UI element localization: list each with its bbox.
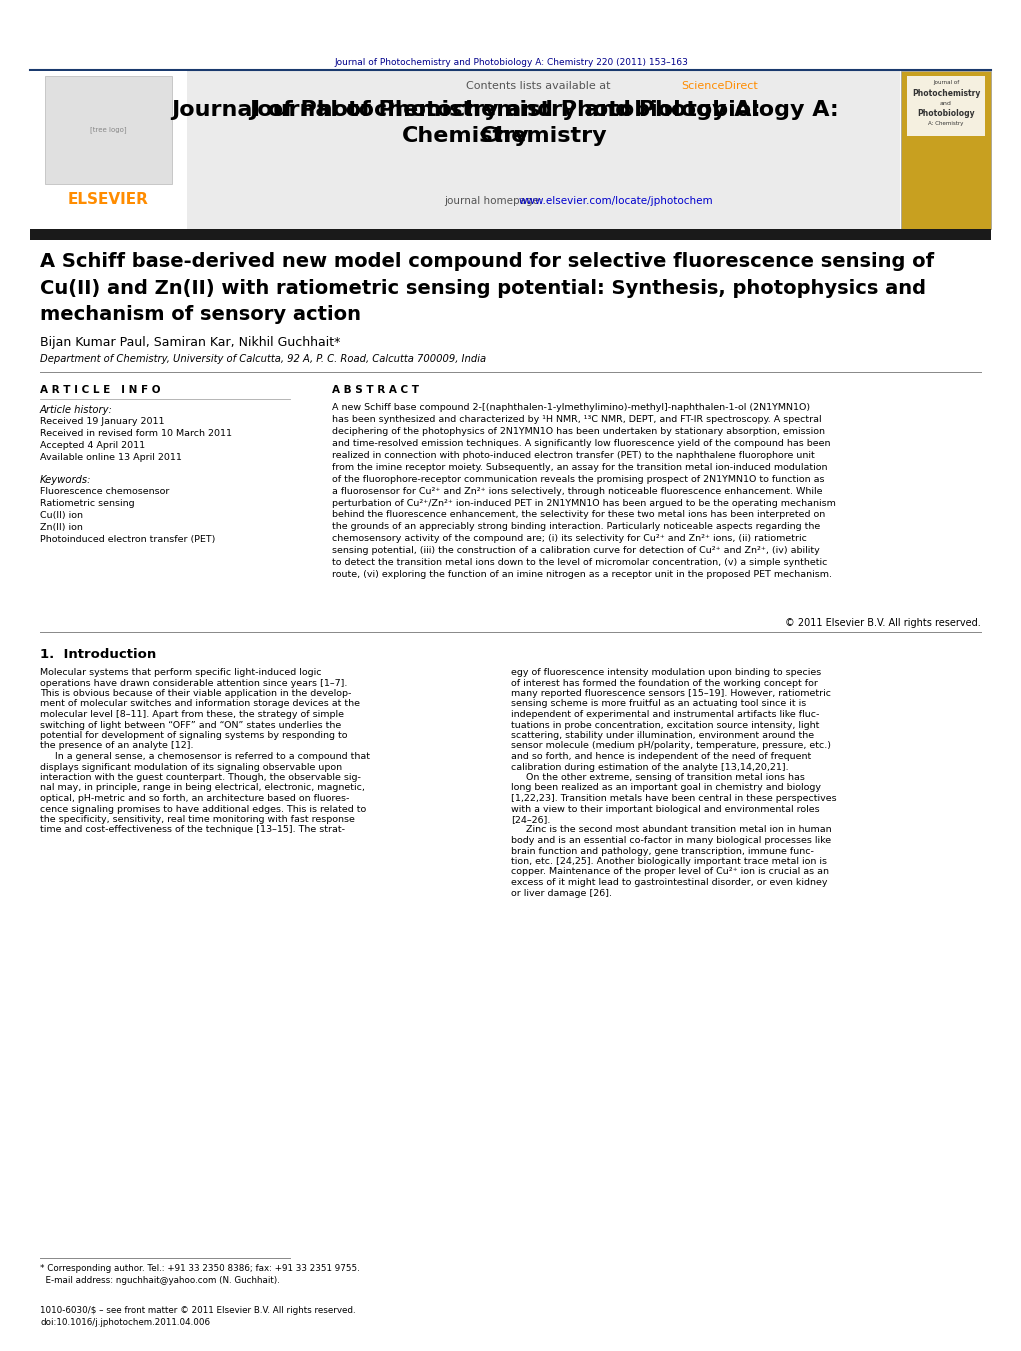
Text: molecular level [8–11]. Apart from these, the strategy of simple: molecular level [8–11]. Apart from these… [40,711,344,719]
Text: Available online 13 April 2011: Available online 13 April 2011 [40,453,182,462]
Text: or liver damage [26].: or liver damage [26]. [510,889,612,897]
Text: Journal of: Journal of [933,80,959,85]
Bar [901,72,991,230]
Text: Contents lists available at: Contents lists available at [466,81,614,91]
Text: Cu(II) ion: Cu(II) ion [40,511,83,520]
Text: Journal of Photochemistry and Photobiology A:
Chemistry: Journal of Photochemistry and Photobiolo… [249,100,839,146]
Text: sensor molecule (medium pH/polarity, temperature, pressure, etc.): sensor molecule (medium pH/polarity, tem… [510,742,831,751]
Text: and so forth, and hence is independent of the need of frequent: and so forth, and hence is independent o… [510,753,812,761]
Text: A Schiff base-derived new model compound for selective fluorescence sensing of
C: A Schiff base-derived new model compound… [40,253,934,324]
Bar [30,72,900,230]
Text: Photobiology: Photobiology [917,109,975,118]
Text: Photochemistry: Photochemistry [912,89,980,99]
Text: copper. Maintenance of the proper level of Cu²⁺ ion is crucial as an: copper. Maintenance of the proper level … [510,867,829,877]
Text: Zinc is the second most abundant transition metal ion in human: Zinc is the second most abundant transit… [510,825,832,835]
Text: Accepted 4 April 2011: Accepted 4 April 2011 [40,440,145,450]
Text: Received in revised form 10 March 2011: Received in revised form 10 March 2011 [40,430,232,438]
Text: [tree logo]: [tree logo] [90,127,127,134]
Text: Department of Chemistry, University of Calcutta, 92 A, P. C. Road, Calcutta 7000: Department of Chemistry, University of C… [40,354,486,363]
Bar [30,230,991,240]
Text: displays significant modulation of its signaling observable upon: displays significant modulation of its s… [40,762,342,771]
Text: * Corresponding author. Tel.: +91 33 2350 8386; fax: +91 33 2351 9755.: * Corresponding author. Tel.: +91 33 235… [40,1265,359,1273]
Text: This is obvious because of their viable application in the develop-: This is obvious because of their viable … [40,689,351,698]
Text: tuations in probe concentration, excitation source intensity, light: tuations in probe concentration, excitat… [510,720,820,730]
Text: [24–26].: [24–26]. [510,815,550,824]
Bar [30,72,187,230]
Text: tion, etc. [24,25]. Another biologically important trace metal ion is: tion, etc. [24,25]. Another biologically… [510,857,827,866]
Text: egy of fluorescence intensity modulation upon binding to species: egy of fluorescence intensity modulation… [510,667,821,677]
Text: On the other extreme, sensing of transition metal ions has: On the other extreme, sensing of transit… [510,773,805,782]
Text: ment of molecular switches and information storage devices at the: ment of molecular switches and informati… [40,700,360,708]
Text: many reported fluorescence sensors [15–19]. However, ratiometric: many reported fluorescence sensors [15–1… [510,689,831,698]
Text: nal may, in principle, range in being electrical, electronic, magnetic,: nal may, in principle, range in being el… [40,784,364,793]
Text: ScienceDirect: ScienceDirect [681,81,758,91]
Text: Bijan Kumar Paul, Samiran Kar, Nikhil Guchhait*: Bijan Kumar Paul, Samiran Kar, Nikhil Gu… [40,336,340,349]
Text: excess of it might lead to gastrointestinal disorder, or even kidney: excess of it might lead to gastrointesti… [510,878,827,888]
Text: independent of experimental and instrumental artifacts like fluc-: independent of experimental and instrume… [510,711,820,719]
Text: ELSEVIER: ELSEVIER [67,192,148,207]
Text: 1.  Introduction: 1. Introduction [40,648,156,661]
Text: A new Schiff base compound 2-[(naphthalen-1-ylmethylimino)-methyl]-naphthalen-1-: A new Schiff base compound 2-[(naphthale… [332,403,836,580]
Text: Photoinduced electron transfer (PET): Photoinduced electron transfer (PET) [40,535,215,544]
Text: and: and [940,101,952,105]
Text: Article history:: Article history: [40,405,113,415]
Text: with a view to their important biological and environmental roles: with a view to their important biologica… [510,804,820,813]
Text: journal homepage:: journal homepage: [444,196,546,205]
Text: doi:10.1016/j.jphotochem.2011.04.006: doi:10.1016/j.jphotochem.2011.04.006 [40,1319,210,1327]
Text: Received 19 January 2011: Received 19 January 2011 [40,417,164,426]
Text: E-mail address: nguchhait@yahoo.com (N. Guchhait).: E-mail address: nguchhait@yahoo.com (N. … [40,1275,280,1285]
Text: long been realized as an important goal in chemistry and biology: long been realized as an important goal … [510,784,821,793]
Bar [907,76,985,136]
Text: Molecular systems that perform specific light-induced logic: Molecular systems that perform specific … [40,667,322,677]
Text: the specificity, sensitivity, real time monitoring with fast response: the specificity, sensitivity, real time … [40,815,355,824]
Text: body and is an essential co-factor in many biological processes like: body and is an essential co-factor in ma… [510,836,831,844]
Text: operations have drawn considerable attention since years [1–7].: operations have drawn considerable atten… [40,678,347,688]
Text: A B S T R A C T: A B S T R A C T [332,385,419,394]
Text: Zn(II) ion: Zn(II) ion [40,523,83,532]
Text: A: Chemistry: A: Chemistry [928,122,964,126]
Text: Journal of Photochemistry and Photobiology A:
Chemistry: Journal of Photochemistry and Photobiolo… [172,100,761,146]
Text: www.elsevier.com/locate/jphotochem: www.elsevier.com/locate/jphotochem [519,196,714,205]
Text: A R T I C L E   I N F O: A R T I C L E I N F O [40,385,160,394]
Text: switching of light between “OFF” and “ON” states underlies the: switching of light between “OFF” and “ON… [40,720,341,730]
Text: © 2011 Elsevier B.V. All rights reserved.: © 2011 Elsevier B.V. All rights reserved… [785,617,981,628]
Text: brain function and pathology, gene transcription, immune func-: brain function and pathology, gene trans… [510,847,814,855]
Text: scattering, stability under illumination, environment around the: scattering, stability under illumination… [510,731,814,740]
Text: time and cost-effectiveness of the technique [13–15]. The strat-: time and cost-effectiveness of the techn… [40,825,345,835]
Text: Fluorescence chemosensor: Fluorescence chemosensor [40,486,169,496]
Text: optical, pH-metric and so forth, an architecture based on fluores-: optical, pH-metric and so forth, an arch… [40,794,349,802]
Text: Journal of Photochemistry and Photobiology A: Chemistry 220 (2011) 153–163: Journal of Photochemistry and Photobiolo… [334,58,688,68]
Text: interaction with the guest counterpart. Though, the observable sig-: interaction with the guest counterpart. … [40,773,360,782]
Text: calibration during estimation of the analyte [13,14,20,21].: calibration during estimation of the ana… [510,762,788,771]
Text: sensing scheme is more fruitful as an actuating tool since it is: sensing scheme is more fruitful as an ac… [510,700,807,708]
Text: In a general sense, a chemosensor is referred to a compound that: In a general sense, a chemosensor is ref… [40,753,370,761]
Text: Ratiometric sensing: Ratiometric sensing [40,499,135,508]
Text: [1,22,23]. Transition metals have been central in these perspectives: [1,22,23]. Transition metals have been c… [510,794,836,802]
Text: Keywords:: Keywords: [40,476,92,485]
Text: cence signaling promises to have additional edges. This is related to: cence signaling promises to have additio… [40,804,367,813]
Bar [45,76,172,184]
Text: 1010-6030/$ – see front matter © 2011 Elsevier B.V. All rights reserved.: 1010-6030/$ – see front matter © 2011 El… [40,1306,355,1315]
Text: the presence of an analyte [12].: the presence of an analyte [12]. [40,742,194,751]
Text: potential for development of signaling systems by responding to: potential for development of signaling s… [40,731,347,740]
Text: of interest has formed the foundation of the working concept for: of interest has formed the foundation of… [510,678,818,688]
